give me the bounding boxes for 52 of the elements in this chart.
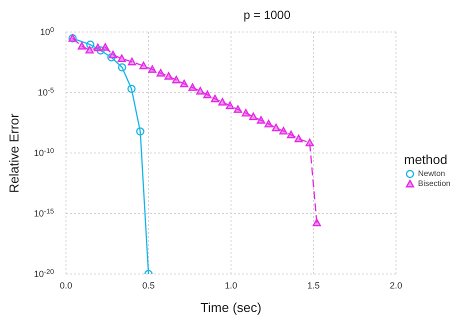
point (172, 76, 180, 84)
point (264, 120, 273, 128)
y-tick-label: 10$^{0}$ (40, 26, 54, 37)
point (94, 44, 102, 52)
point (101, 43, 110, 51)
point (210, 94, 220, 102)
point (96, 46, 105, 55)
point (226, 102, 234, 110)
point (156, 68, 165, 77)
y-axis-title: Relative Error (6, 112, 22, 193)
point (272, 124, 280, 132)
y-tick-label: 10$^{-10}$ (34, 148, 54, 158)
point (164, 72, 173, 80)
point (128, 58, 136, 66)
point (279, 126, 288, 135)
point (249, 112, 258, 120)
y-tick-label: 10$^{-5}$ (38, 87, 54, 98)
point (107, 53, 116, 62)
point (108, 50, 118, 58)
point (148, 65, 156, 73)
chart-title: p = 1000 (242, 8, 292, 22)
point (286, 130, 296, 138)
point (242, 108, 250, 117)
point (196, 86, 204, 95)
x-tick-label: 1.0 (224, 280, 238, 290)
y-tick-label: 10$^{-20}$ (34, 268, 54, 279)
x-tick-label: 2.0 (390, 280, 402, 290)
point (203, 90, 212, 98)
point (312, 218, 321, 226)
point (85, 46, 94, 54)
legend-label: Bisection (418, 179, 450, 188)
point (180, 80, 188, 88)
x-tick-label: 1.5 (307, 280, 320, 290)
point (218, 98, 227, 106)
point (86, 40, 94, 49)
x-tick-label: 0.0 (60, 280, 72, 290)
point (234, 105, 242, 113)
legend-label: Newton (418, 169, 446, 178)
point (127, 84, 136, 94)
point (256, 116, 266, 124)
y-tick-label: 10$^{-15}$ (34, 208, 54, 218)
point (139, 62, 148, 70)
point (118, 54, 126, 62)
legend-title: method (404, 152, 448, 166)
point (188, 83, 197, 91)
point (294, 134, 303, 142)
point (136, 127, 144, 136)
x-axis-title: Time (sec) (200, 300, 262, 315)
point (118, 63, 126, 72)
point (78, 42, 86, 50)
x-tick-label: 0.5 (142, 280, 155, 290)
point (306, 138, 314, 146)
